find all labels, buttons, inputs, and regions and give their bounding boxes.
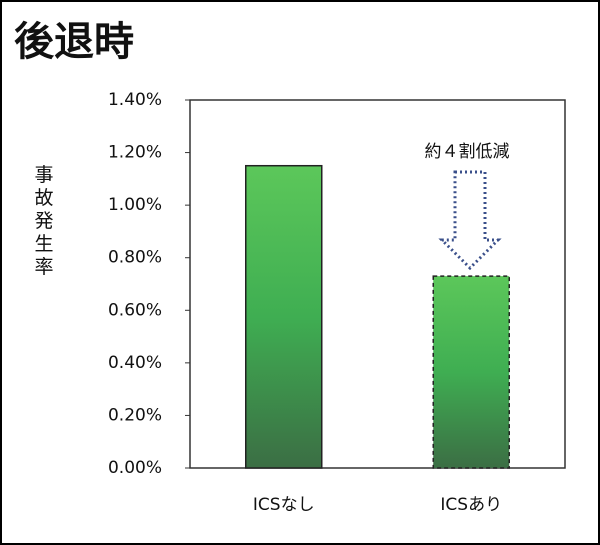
- x-tick-label: ICSあり: [440, 495, 502, 515]
- arrow: [438, 170, 502, 271]
- annotation: 約４割低減: [425, 142, 510, 162]
- plot-area: [189, 99, 566, 469]
- chart-title: 後退時: [14, 19, 134, 65]
- y-axis-label: 事故発生率: [32, 164, 54, 279]
- y-tick-label: 1.00%: [108, 195, 162, 215]
- bar: [245, 164, 323, 469]
- y-tick-label: 0.80%: [108, 248, 162, 268]
- y-tick-label: 0.00%: [108, 458, 162, 478]
- y-axis-label-text: 事故発生率: [32, 164, 54, 279]
- y-tick-label: 1.20%: [108, 143, 162, 163]
- x-tick-label: ICSなし: [253, 495, 315, 515]
- y-tick-label: 1.40%: [108, 90, 162, 110]
- y-tick-label: 0.20%: [108, 405, 162, 425]
- bar: [432, 275, 510, 469]
- y-tick-label: 0.40%: [108, 353, 162, 373]
- y-tick-label: 0.60%: [108, 300, 162, 320]
